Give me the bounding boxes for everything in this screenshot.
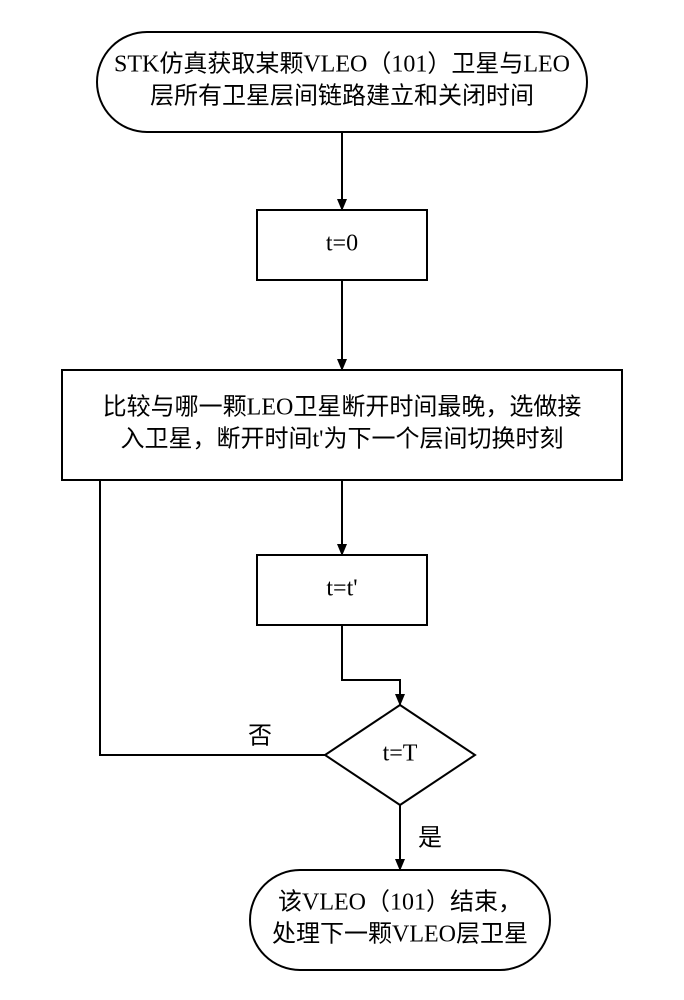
node-start-text-line: STK仿真获取某颗VLEO（101）卫星与LEO bbox=[114, 50, 570, 77]
node-end-text-line: 处理下一颗VLEO层卫星 bbox=[272, 921, 528, 948]
node-init-text-line: t=0 bbox=[326, 231, 358, 257]
edge-label-decision-to-end: 是 bbox=[418, 826, 442, 852]
node-end bbox=[250, 870, 550, 970]
node-decision-text-line: t=T bbox=[383, 741, 418, 767]
node-end-text-line: 该VLEO（101）结束， bbox=[278, 888, 522, 915]
node-assign-text-line: t=t' bbox=[326, 576, 357, 602]
node-compare bbox=[62, 370, 622, 480]
node-compare-text-line: 比较与哪一颗LEO卫星断开时间最晚，选做接 bbox=[103, 393, 582, 420]
edge-label-decision-to-compare: 否 bbox=[248, 724, 272, 750]
node-compare-text-line: 入卫星，断开时间t'为下一个层间切换时刻 bbox=[121, 426, 564, 453]
node-start bbox=[97, 32, 587, 132]
edge-assign-to-decision bbox=[342, 625, 400, 705]
node-start-text-line: 层所有卫星层间链路建立和关闭时间 bbox=[150, 83, 534, 110]
